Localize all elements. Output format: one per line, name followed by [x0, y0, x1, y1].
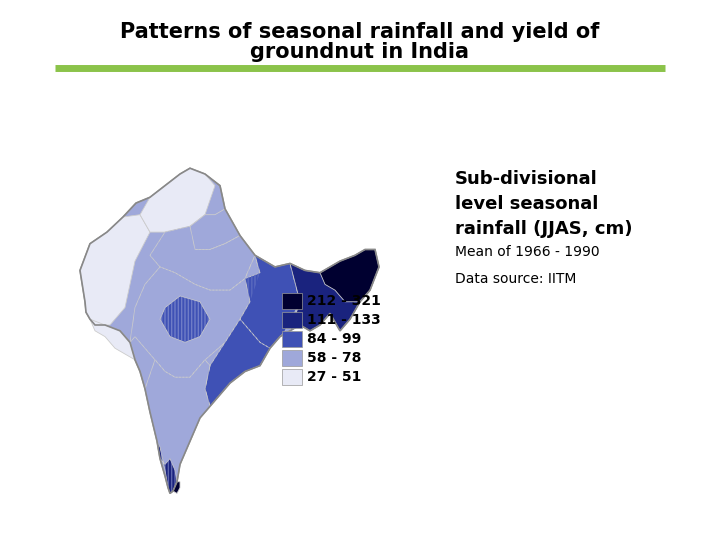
Text: groundnut in India: groundnut in India [251, 42, 469, 62]
Text: 111 - 133: 111 - 133 [307, 313, 381, 327]
FancyBboxPatch shape [282, 293, 302, 309]
Polygon shape [240, 255, 300, 348]
Polygon shape [80, 215, 150, 325]
Text: 58 - 78: 58 - 78 [307, 351, 361, 365]
Polygon shape [150, 226, 255, 290]
Polygon shape [80, 168, 379, 494]
Polygon shape [160, 296, 210, 342]
Text: 84 - 99: 84 - 99 [307, 332, 361, 346]
Polygon shape [185, 209, 240, 249]
Polygon shape [140, 168, 215, 232]
FancyBboxPatch shape [282, 331, 302, 347]
Polygon shape [290, 249, 379, 331]
FancyBboxPatch shape [282, 312, 302, 328]
Polygon shape [157, 441, 177, 494]
Polygon shape [90, 319, 135, 360]
Polygon shape [173, 482, 180, 494]
Text: Mean of 1966 - 1990: Mean of 1966 - 1990 [455, 245, 600, 259]
Polygon shape [205, 319, 270, 406]
Text: Patterns of seasonal rainfall and yield of: Patterns of seasonal rainfall and yield … [120, 22, 600, 42]
Polygon shape [145, 360, 210, 494]
Polygon shape [250, 255, 290, 319]
Text: 27 - 51: 27 - 51 [307, 370, 361, 384]
Text: Data source: IITM: Data source: IITM [455, 272, 577, 286]
Polygon shape [320, 249, 379, 302]
Polygon shape [130, 255, 260, 377]
Text: Sub-divisional
level seasonal
rainfall (JJAS, cm): Sub-divisional level seasonal rainfall (… [455, 170, 632, 238]
Text: 212 - 321: 212 - 321 [307, 294, 381, 308]
FancyBboxPatch shape [282, 350, 302, 366]
FancyBboxPatch shape [282, 369, 302, 385]
